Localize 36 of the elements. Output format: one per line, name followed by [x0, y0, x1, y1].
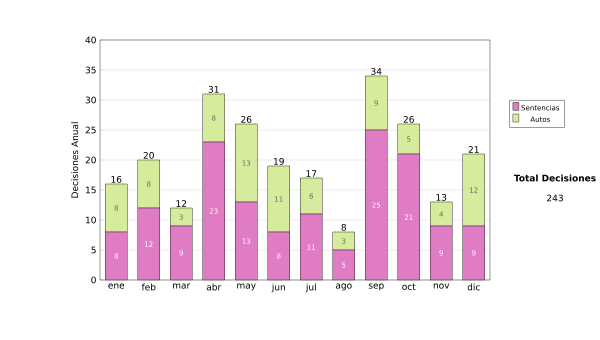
- x-tick-label: feb: [142, 284, 156, 290]
- total-label: 17: [306, 170, 316, 177]
- total-label: 8: [342, 224, 346, 231]
- x-tick-label: mar: [173, 284, 190, 289]
- x-tick-label: nov: [434, 284, 450, 289]
- y-tick-label: 40: [85, 36, 96, 44]
- text: 243: [547, 194, 563, 202]
- total-label: 16: [112, 176, 122, 183]
- x-tick-label: may: [237, 284, 256, 290]
- text: Total Decisiones: [514, 174, 596, 182]
- y-tick-label: 20: [86, 156, 96, 164]
- y-tick-label: 15: [86, 186, 96, 194]
- y-tick-label: 5: [91, 246, 96, 254]
- x-tick-label: abr: [206, 284, 222, 290]
- total-label: 26: [404, 116, 414, 123]
- y-tick-label: 0: [91, 276, 96, 284]
- y-tick-label: 30: [86, 96, 96, 104]
- total-label: 12: [176, 200, 186, 207]
- total-label: 26: [241, 116, 252, 123]
- total-label: 19: [274, 158, 284, 165]
- x-tick-label: oct: [402, 284, 416, 290]
- y-tick-label: 35: [86, 66, 96, 74]
- x-tick-label: sep: [368, 284, 384, 290]
- total-label: 21: [468, 146, 479, 153]
- y-tick-label: 10: [86, 216, 96, 224]
- total-label: 13: [436, 194, 446, 201]
- total-label: 31: [208, 86, 219, 93]
- total-label: 20: [144, 152, 154, 159]
- y-tick-label: 25: [86, 126, 96, 134]
- x-tick-label: jun: [272, 284, 285, 292]
- total-label: 34: [371, 68, 382, 75]
- x-tick-label: jul: [306, 284, 316, 292]
- x-tick-label: ene: [108, 284, 124, 289]
- x-tick-label: dic: [468, 284, 480, 290]
- x-tick-label: ago: [336, 284, 352, 290]
- y-axis-title: Decisiones Anual: [71, 122, 78, 198]
